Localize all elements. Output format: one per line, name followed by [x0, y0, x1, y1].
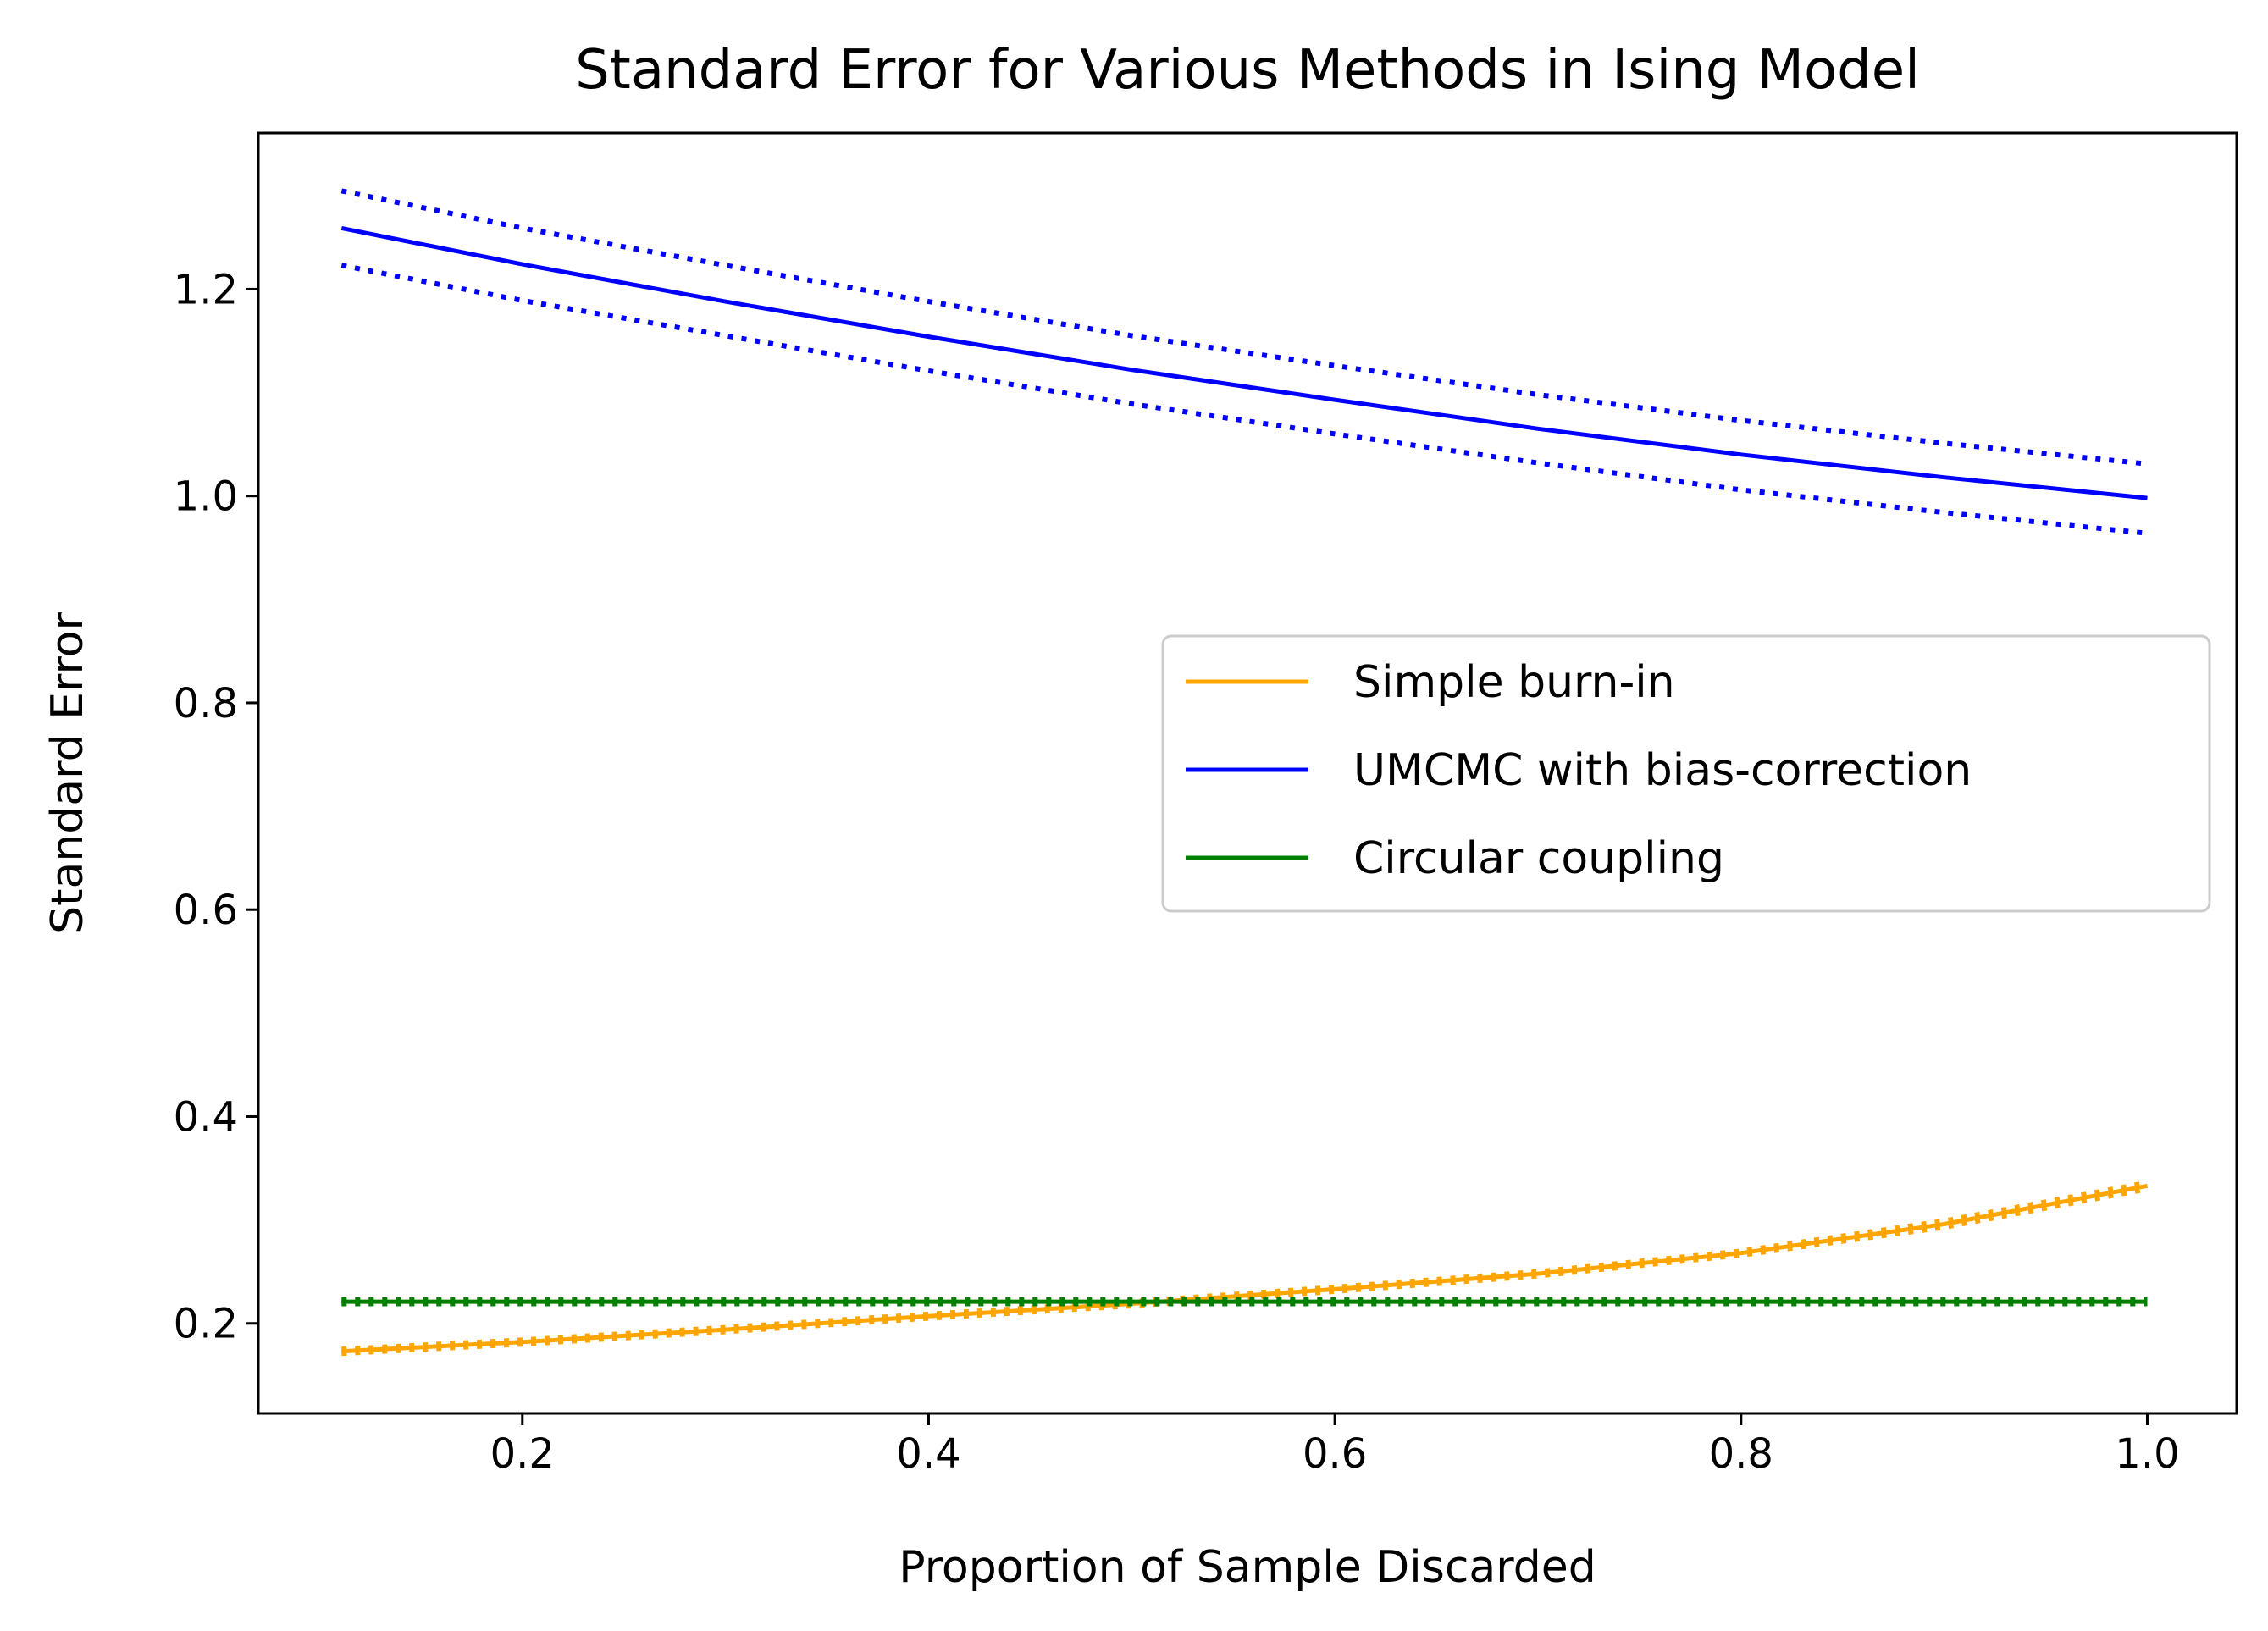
legend-item-umcmc-with-bias-correction: UMCMC with bias-correction	[1186, 745, 1972, 796]
legend-label: Simple burn-in	[1353, 657, 1675, 708]
series-simple-burn-in	[341, 1180, 2149, 1357]
legend-item-simple-burn-in: Simple burn-in	[1186, 657, 1675, 708]
legend-item-circular-coupling: Circular coupling	[1186, 833, 1724, 884]
y-tick-label: 1.0	[174, 473, 238, 521]
legend-box	[1161, 634, 2211, 913]
series-circular-coupling	[341, 1297, 2148, 1307]
x-tick-label: 0.8	[1709, 1430, 1773, 1478]
y-tick-label: 0.8	[174, 680, 238, 727]
plot-frame	[257, 131, 2238, 1415]
y-tick-label: 1.2	[174, 266, 238, 313]
series-umcmc-with-bias-correction-lower-bound	[340, 263, 2148, 536]
chart-title: Standard Error for Various Methods in Is…	[575, 39, 1920, 102]
x-tick-label: 0.4	[896, 1430, 960, 1478]
legend: Simple burn-in UMCMC with bias-correction…	[1161, 634, 2211, 913]
series-simple-burn-in-line	[341, 1183, 2148, 1354]
series-umcmc-with-bias-correction-upper-bound	[340, 188, 2148, 467]
series-simple-burn-in-lower-bound	[341, 1186, 2149, 1357]
x-tick-label: 0.6	[1303, 1430, 1367, 1478]
x-tick-label: 0.2	[490, 1430, 555, 1478]
x-axis-label: Proportion of Sample Discarded	[899, 1542, 1596, 1593]
legend-label: UMCMC with bias-correction	[1353, 745, 1972, 796]
y-tick-label: 0.2	[174, 1301, 238, 1348]
series-umcmc-with-bias-correction	[340, 188, 2148, 536]
x-axis-ticks: 0.2 0.4 0.6 0.8 1.0	[490, 1413, 2180, 1478]
plot-lines	[340, 188, 2149, 1357]
y-tick-label: 0.6	[174, 887, 238, 934]
y-axis-ticks: 0.2 0.4 0.6 0.8 1.0 1.2	[174, 266, 258, 1348]
x-tick-label: 1.0	[2115, 1430, 2179, 1478]
series-umcmc-with-bias-correction-line	[340, 225, 2148, 500]
series-simple-burn-in-upper-bound	[341, 1180, 2149, 1352]
y-axis-label: Standard Error	[42, 611, 93, 933]
y-tick-label: 0.4	[174, 1093, 238, 1141]
legend-label: Circular coupling	[1353, 833, 1724, 884]
